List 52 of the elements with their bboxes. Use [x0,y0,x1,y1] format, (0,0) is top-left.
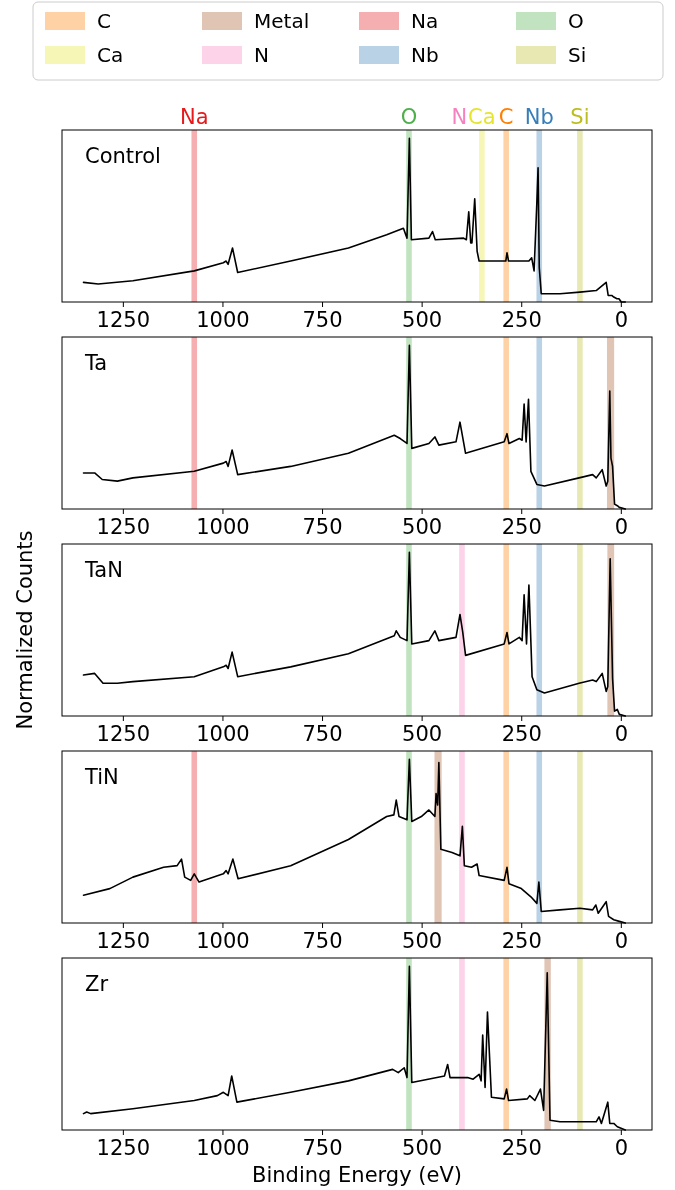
x-tick-label: 750 [302,308,343,332]
x-tick-label: 1250 [96,515,151,539]
band-label: C [498,105,514,129]
x-tick-label: 500 [402,515,443,539]
x-tick-label: 750 [302,722,343,746]
x-tick-label: 0 [614,1136,629,1160]
x-tick-label: 0 [614,722,629,746]
chart-title: Ta [84,351,108,375]
legend-label: Si [568,43,587,67]
x-tick-label: 500 [402,929,443,953]
x-tick-label: 250 [501,515,542,539]
chart-title: Zr [85,972,109,996]
text: N [451,105,468,129]
legend-label: Nb [411,43,439,67]
band-label: Si [570,105,590,129]
x-tick-label: 1000 [196,1136,250,1160]
x-tick-label: 750 [302,1136,343,1160]
x-tick-label: 500 [402,308,443,332]
chart-title: TaN [84,558,123,582]
chart-title: TiN [84,765,119,789]
band-label: O [400,105,418,129]
legend-label: N [254,43,269,67]
x-tick-label: 1250 [96,929,151,953]
x-tick-label: 0 [614,929,629,953]
x-tick-label: 1000 [196,722,250,746]
x-tick-label: 1000 [196,929,250,953]
band-label: Na [179,105,209,129]
legend-label: C [97,9,111,33]
x-tick-label: 500 [402,722,443,746]
legend-label: Metal [254,9,310,33]
legend-label: Ca [97,43,124,67]
x-tick-label: 0 [614,308,629,332]
x-tick-label: 1250 [96,308,151,332]
legend-label: Na [411,9,439,33]
x-tick-label: 250 [501,308,542,332]
x-tick-label: 1000 [196,308,250,332]
x-tick-label: 750 [302,515,343,539]
x-tick-label: 1250 [96,722,151,746]
x-tick-label: 0 [614,515,629,539]
x-axis-title: Binding Energy (eV) [252,1163,462,1187]
x-tick-label: 250 [501,1136,542,1160]
x-tick-label: 750 [302,929,343,953]
x-tick-label: 500 [402,1136,443,1160]
x-tick-label: 250 [501,929,542,953]
band-label: Ca [468,105,496,129]
x-tick-label: 1250 [96,1136,151,1160]
band-label: Nb [524,105,554,129]
y-axis-title: Normalized Counts [13,530,37,730]
legend-label: O [568,9,584,33]
x-tick-label: 250 [501,722,542,746]
x-tick-label: 1000 [196,515,250,539]
chart-title: Control [85,144,161,168]
